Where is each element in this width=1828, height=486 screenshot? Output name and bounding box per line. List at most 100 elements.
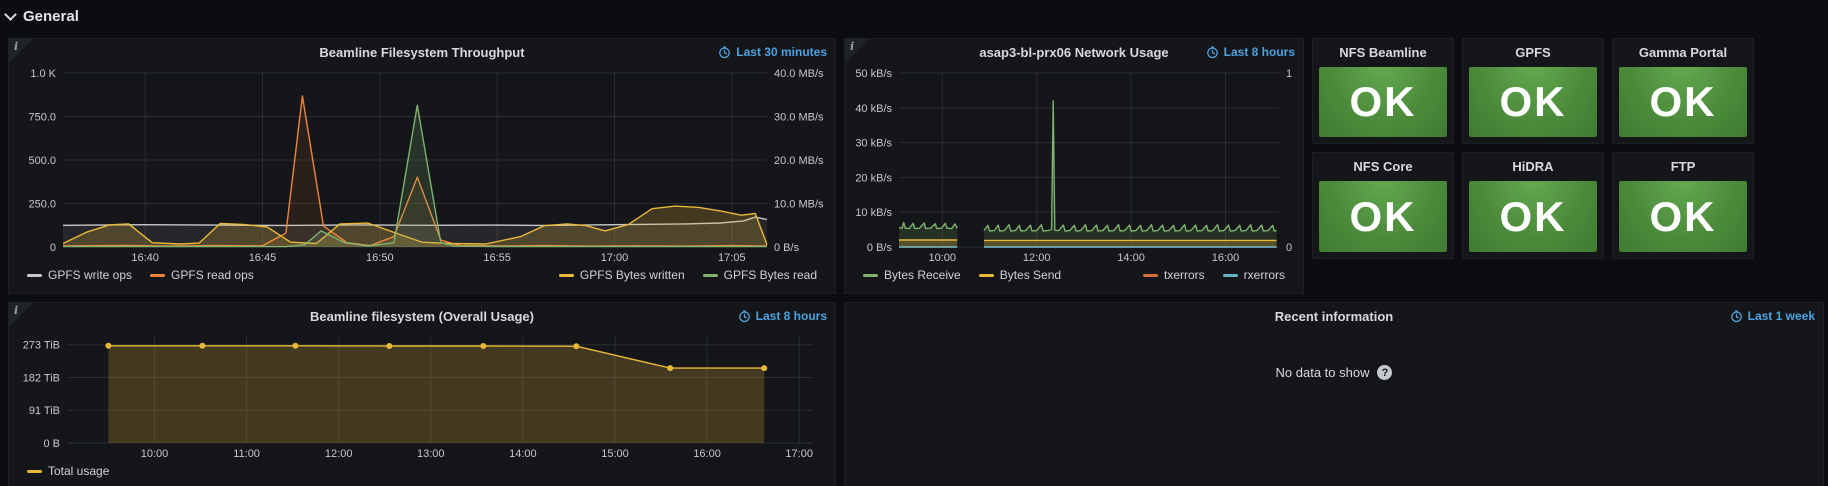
time-range-link[interactable]: Last 8 hours bbox=[1206, 39, 1295, 65]
status-title[interactable]: GPFS bbox=[1515, 44, 1551, 60]
y-axis-left-tick: 0 bbox=[50, 242, 56, 254]
y-axis-left-tick: 500.0 bbox=[28, 155, 56, 167]
status-title[interactable]: FTP bbox=[1670, 158, 1696, 174]
panel-status-gamma-portal: Gamma Portal OK bbox=[1612, 38, 1754, 144]
y-axis-right-tick: 40.0 MB/s bbox=[774, 68, 824, 80]
status-title[interactable]: NFS Beamline bbox=[1339, 44, 1427, 60]
network-chart[interactable]: 0 B/s 10 kB/s 20 kB/s 30 kB/s 40 kB/s 50 kB/s… bbox=[853, 65, 1297, 265]
legend-item-bytes-receive[interactable]: Bytes Receive bbox=[863, 268, 961, 282]
x-axis-tick: 10:00 bbox=[141, 448, 169, 460]
legend-item-bytes-send[interactable]: Bytes Send bbox=[978, 268, 1062, 282]
y-axis-left-tick: 10 kB/s bbox=[855, 207, 892, 219]
time-range-link[interactable]: Last 30 minutes bbox=[718, 39, 827, 65]
throughput-legend: GPFS write ops GPFS read ops GPFS Bytes w… bbox=[17, 265, 827, 282]
dashboard-row-general[interactable]: General bbox=[4, 4, 79, 28]
legend-label: GPFS write ops bbox=[48, 268, 133, 282]
x-axis-tick: 11:00 bbox=[233, 448, 260, 460]
status-title[interactable]: HiDRA bbox=[1512, 158, 1554, 174]
legend-item-rxerrors[interactable]: rxerrors bbox=[1222, 268, 1285, 282]
legend-label: GPFS read ops bbox=[171, 268, 254, 282]
series-fill-gpfs-bytes-read bbox=[63, 105, 767, 247]
status-value-badge: OK bbox=[1319, 67, 1447, 137]
no-data-message: No data to show bbox=[1275, 365, 1370, 380]
series-point-total-usage bbox=[667, 365, 674, 372]
legend-color-dash bbox=[1142, 273, 1158, 277]
y-axis-left-tick: 0 B bbox=[43, 438, 60, 450]
series-fill-bytes-send bbox=[899, 240, 958, 247]
panel-title[interactable]: Recent information bbox=[1274, 308, 1394, 324]
help-icon[interactable]: ? bbox=[1377, 365, 1393, 380]
panel-header: Beamline filesystem (Overall Usage) Last… bbox=[9, 303, 835, 329]
time-range-link[interactable]: Last 1 week bbox=[1730, 303, 1815, 329]
panel-info-icon[interactable]: i bbox=[9, 39, 33, 63]
series-fill-gpfs-write-ops bbox=[63, 217, 767, 247]
panel-beamline-filesystem-throughput: i Beamline Filesystem Throughput Last 30… bbox=[8, 38, 836, 294]
panel-network-usage: i asap3-bl-prx06 Network Usage Last 8 ho… bbox=[844, 38, 1304, 294]
x-axis-tick: 14:00 bbox=[509, 448, 537, 460]
x-axis-tick: 16:40 bbox=[131, 252, 159, 264]
legend-color-dash bbox=[27, 469, 42, 473]
y-axis-right-tick: 0 bbox=[1286, 242, 1292, 254]
y-axis-left-tick: 30 kB/s bbox=[855, 138, 892, 150]
panel-title[interactable]: asap3-bl-prx06 Network Usage bbox=[979, 44, 1169, 60]
status-value-badge: OK bbox=[1619, 181, 1747, 252]
status-title[interactable]: NFS Core bbox=[1353, 158, 1413, 174]
x-axis-tick: 12:00 bbox=[1023, 252, 1051, 264]
legend-item-txerrors[interactable]: txerrors bbox=[1142, 268, 1205, 282]
throughput-chart[interactable]: 0 250.0 500.0 750.0 1.0 K 0 B/s 10.0 MB/s 20.0 … bbox=[17, 65, 829, 265]
panel-overall-usage: i Beamline filesystem (Overall Usage) La… bbox=[8, 302, 836, 486]
series-point-total-usage bbox=[480, 343, 487, 349]
y-axis-right-tick: 20.0 MB/s bbox=[774, 155, 824, 167]
series-line-gpfs-bytes-read bbox=[63, 104, 767, 248]
legend-item-gpfs-read-ops[interactable]: GPFS read ops bbox=[150, 268, 254, 282]
series-point-total-usage bbox=[386, 343, 393, 349]
series-fill-bytes-receive bbox=[899, 222, 958, 247]
y-axis-left-tick: 20 kB/s bbox=[855, 172, 892, 184]
clock-icon bbox=[1730, 310, 1742, 322]
legend-color-dash bbox=[558, 273, 574, 277]
panel-status-nfs-core: NFS Core OK bbox=[1312, 152, 1454, 259]
y-axis-left-tick: 182 TiB bbox=[23, 372, 60, 384]
series-point-total-usage bbox=[105, 342, 112, 349]
legend-label: Bytes Send bbox=[999, 268, 1062, 282]
x-axis-tick: 16:00 bbox=[693, 448, 721, 460]
legend-label: txerrors bbox=[1163, 268, 1205, 282]
y-axis-right-tick: 0 B/s bbox=[774, 242, 800, 254]
series-point-total-usage bbox=[292, 342, 299, 349]
legend-item-gpfs-bytes-written[interactable]: GPFS Bytes written bbox=[558, 268, 685, 282]
legend-color-dash bbox=[150, 273, 166, 277]
series-point-total-usage bbox=[199, 342, 206, 349]
clock-icon bbox=[1206, 46, 1218, 58]
legend-color-dash bbox=[702, 273, 718, 277]
time-range-link[interactable]: Last 8 hours bbox=[738, 303, 827, 329]
y-axis-left-tick: 1.0 K bbox=[30, 68, 56, 80]
status-value-badge: OK bbox=[1319, 181, 1447, 252]
panel-status-hidra: HiDRA OK bbox=[1462, 152, 1604, 259]
panel-title[interactable]: Beamline Filesystem Throughput bbox=[319, 44, 525, 60]
x-axis-tick: 15:00 bbox=[601, 448, 629, 460]
usage-chart[interactable]: 0 B 91 TiB 182 TiB 273 TiB 10:00 11:00 12:00 13… bbox=[17, 329, 829, 461]
legend-label: GPFS Bytes written bbox=[579, 268, 685, 282]
legend-color-dash bbox=[27, 273, 42, 277]
clock-icon bbox=[719, 46, 731, 58]
legend-label: Total usage bbox=[48, 464, 110, 478]
status-title[interactable]: Gamma Portal bbox=[1638, 44, 1728, 60]
y-axis-left-tick: 0 B/s bbox=[867, 242, 893, 254]
x-axis-tick: 13:00 bbox=[417, 448, 445, 460]
legend-color-dash bbox=[863, 273, 878, 277]
y-axis-left-tick: 250.0 bbox=[28, 199, 56, 211]
legend-item-gpfs-write-ops[interactable]: GPFS write ops bbox=[27, 268, 132, 282]
legend-label: Bytes Receive bbox=[884, 268, 961, 282]
panel-info-icon[interactable]: i bbox=[9, 303, 33, 327]
row-title: General bbox=[23, 7, 79, 25]
series-line-total-usage bbox=[108, 345, 765, 369]
legend-item-total-usage[interactable]: Total usage bbox=[27, 464, 109, 478]
panel-status-ftp: FTP OK bbox=[1612, 152, 1754, 259]
legend-item-gpfs-bytes-read[interactable]: GPFS Bytes read bbox=[702, 268, 817, 282]
panel-info-icon[interactable]: i bbox=[845, 39, 869, 63]
x-axis-tick: 16:55 bbox=[483, 252, 511, 264]
series-line-bytes-receive bbox=[898, 221, 958, 230]
status-value-badge: OK bbox=[1619, 67, 1747, 137]
series-point-total-usage bbox=[573, 343, 580, 350]
panel-title[interactable]: Beamline filesystem (Overall Usage) bbox=[310, 308, 534, 324]
